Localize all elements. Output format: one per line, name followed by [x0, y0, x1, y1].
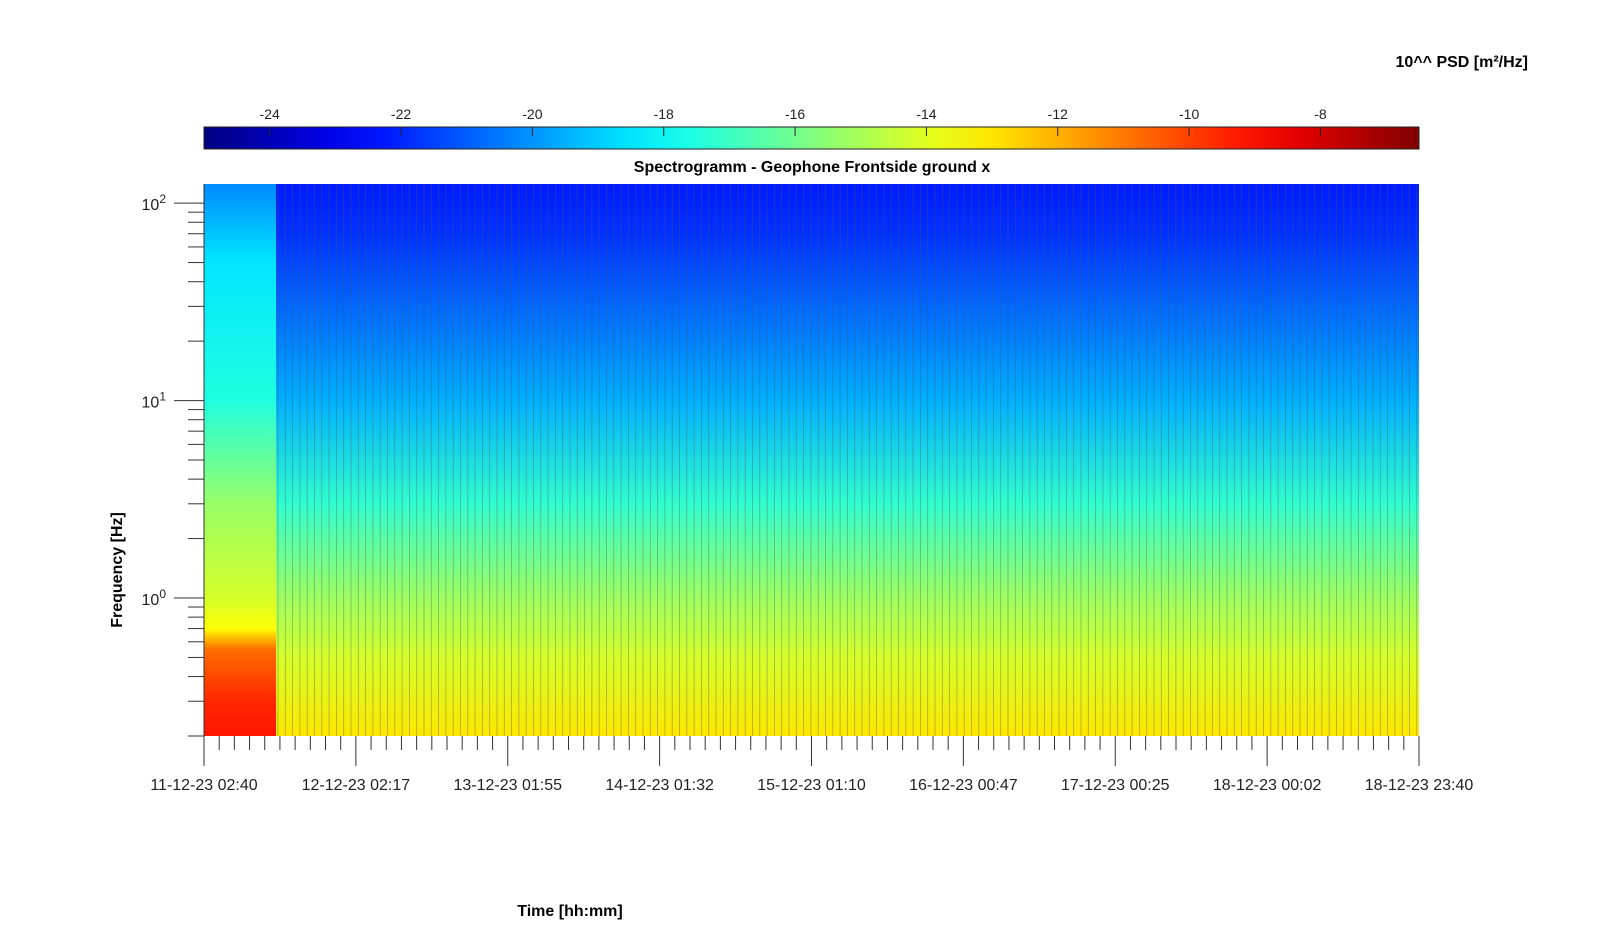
spectrogram-main-segment	[276, 184, 1419, 736]
colorbar-tick-label: -22	[391, 106, 411, 122]
colorbar-tick-label: -8	[1314, 106, 1327, 122]
colorbar-label: 10^^ PSD [m²/Hz]	[1395, 54, 1528, 71]
x-tick-label: 13-12-23 01:55	[453, 777, 562, 794]
colorbar-tick-label: -14	[916, 106, 936, 122]
colorbar-tick-label: -18	[654, 106, 674, 122]
plot-area	[204, 184, 1419, 736]
chart-title: Spectrogramm - Geophone Frontside ground…	[633, 159, 991, 176]
y-tick-label: 101	[142, 390, 167, 412]
x-axis-label: Time [hh:mm]	[517, 903, 623, 920]
x-tick-label: 16-12-23 00:47	[909, 777, 1018, 794]
y-tick-label: 102	[142, 192, 167, 214]
x-tick-label: 15-12-23 01:10	[757, 777, 866, 794]
colorbar: -24 -22 -20 -18 -16 -14 -12 -10 -8	[203, 106, 1420, 150]
x-tick-label: 12-12-23 02:17	[302, 777, 411, 794]
x-tick-label: 11-12-23 02:40	[150, 777, 257, 794]
colorbar-tick-label: -12	[1048, 106, 1068, 122]
x-tick-label: 17-12-23 00:25	[1061, 777, 1170, 794]
y-axis-label: Frequency [Hz]	[109, 512, 126, 628]
y-tick-label: 100	[142, 587, 167, 609]
axes: 100 101 102 11-12-23 02:40 12-12-23 02:17 13-…	[142, 184, 1474, 794]
spectrogram-first-segment	[204, 184, 276, 736]
x-tick-label: 18-12-23 23:40	[1365, 777, 1474, 794]
colorbar-tick-label: -16	[785, 106, 805, 122]
x-tick-label: 14-12-23 01:32	[605, 777, 714, 794]
x-tick-label: 18-12-23 00:02	[1213, 777, 1322, 794]
colorbar-gradient	[203, 126, 1420, 150]
colorbar-tick-label: -24	[260, 106, 280, 122]
colorbar-tick-label: -10	[1179, 106, 1199, 122]
colorbar-tick-label: -20	[522, 106, 542, 122]
